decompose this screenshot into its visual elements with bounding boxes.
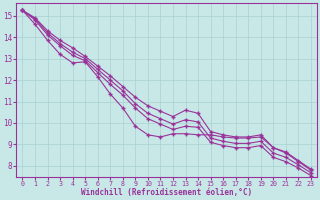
X-axis label: Windchill (Refroidissement éolien,°C): Windchill (Refroidissement éolien,°C) bbox=[81, 188, 252, 197]
